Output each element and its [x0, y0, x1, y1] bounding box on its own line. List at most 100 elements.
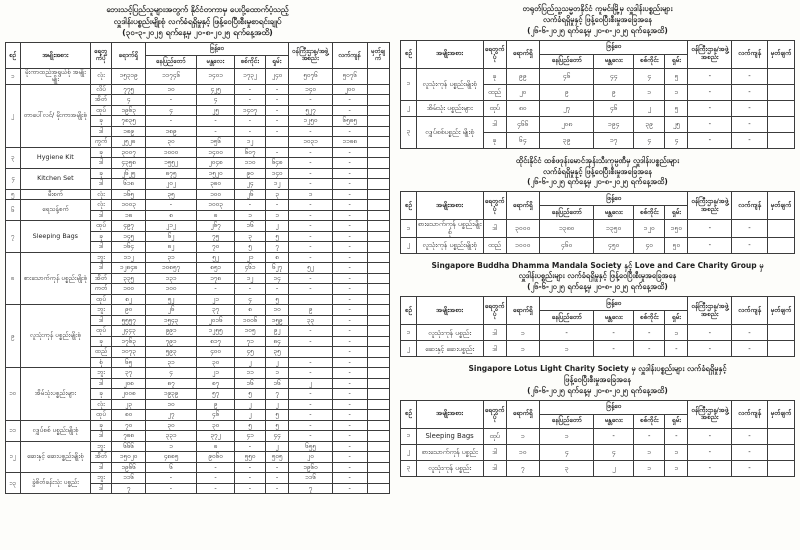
value-cell: ၁၉၆၀: [288, 461, 333, 473]
value-cell: ၇: [264, 241, 290, 253]
value-cell: ၁၀၀၀: [505, 236, 540, 254]
value-cell: -: [234, 199, 266, 211]
value-cell: ၁၄၀၀: [195, 146, 236, 158]
value-cell: ၂၀၂: [144, 178, 197, 190]
value-cell: ၁: [288, 188, 333, 200]
item-name: စားသောက်ကုန် ပစ္စည်းမျိုးစုံ: [19, 251, 91, 305]
value-cell: [366, 220, 391, 232]
item-name: ခွဲစိတ်ခန်းသုံး ပစ္စည်း: [19, 472, 91, 494]
value-cell: -: [331, 398, 368, 410]
col-header-remark: မှတ်ချက်: [766, 39, 796, 69]
value-cell: ၈၄: [264, 335, 290, 347]
col-header-unit: ရေတွက်ပုံ: [89, 41, 113, 69]
value-cell: -: [331, 314, 368, 326]
value-cell: -: [195, 461, 236, 473]
row-serial: ၃: [400, 115, 417, 149]
value-cell: ၁၆: [234, 377, 266, 389]
col-header-distribution: ဖြန့်ဝေ: [538, 191, 689, 207]
value-cell: -: [687, 427, 733, 445]
value-cell: [288, 346, 333, 358]
value-cell: -: [264, 83, 290, 95]
value-cell: -: [331, 220, 368, 232]
value-cell: [366, 419, 391, 431]
report-section-thailand: ထိုင်းနိုင်ငံ ထစ်ဖဒုန်းမောင်အုန်းသီးကုမ္…: [400, 156, 796, 254]
value-cell: ၄၀: [632, 236, 666, 254]
value-cell: ၁၃၅၀: [593, 219, 634, 238]
value-cell: ၄၉၇: [111, 220, 146, 232]
value-cell: -: [288, 388, 333, 400]
value-cell: ၉၉: [505, 67, 540, 85]
report-title-line: လှူဒါန်းပစ္စည်းမျိုးစုံ လက်ခံရရှိမှုနှင့…: [113, 16, 282, 26]
value-cell: ၁၅၀၂၀: [111, 451, 146, 463]
value-cell: ၇၀: [111, 419, 146, 431]
unit-cell: ထုပ်: [89, 293, 113, 305]
value-cell: -: [593, 427, 634, 445]
value-cell: -: [331, 167, 368, 179]
table-row: ၅မီးစက် လုံး ၁၆၅ ၃၅ ၁၀၀ ၂၆၃၁-: [5, 188, 391, 200]
report-title-line: ထိုင်းနိုင်ငံ ထစ်ဖဒုန်းမောင်အုန်းသီးကုမ္…: [515, 155, 680, 165]
value-cell: ၇၁: [234, 335, 266, 347]
value-cell: ၅၀: [664, 236, 689, 254]
row-serial: ၃: [400, 459, 417, 477]
value-cell: [366, 67, 391, 85]
value-cell: ၁: [632, 83, 666, 101]
value-cell: ၃၀: [144, 136, 197, 148]
value-cell: ၄၆၀: [538, 236, 595, 254]
col-header-serial: စဉ်: [400, 399, 417, 429]
value-cell: -: [632, 427, 666, 445]
value-cell: ၄၅၀: [593, 236, 634, 254]
lotus-light-report-title: Singapore Lotus Light Charity Society မှ…: [400, 364, 795, 397]
value-cell: [366, 104, 391, 116]
value-cell: [766, 99, 796, 117]
row-serial: ၂: [400, 236, 417, 254]
col-header-naypyitaw: နေပြည်တော်: [538, 205, 595, 221]
value-cell: ၁၀၀၆: [234, 314, 266, 326]
value-cell: ၂၁: [234, 251, 266, 263]
item-name: ဆေးနှင့် ဆေးပစ္စည်း: [415, 340, 484, 358]
table-row: ၃လျှပ်စစ်ပစ္စည်း မျိုးစုံ ဒါ ၄၆၆ ၂၀၈ ၁၉၄ ၃၉ ၂၅…: [400, 115, 796, 149]
col-header-serial: စဉ်: [400, 191, 417, 221]
value-cell: -: [687, 83, 733, 101]
value-cell: ၄၆၆: [505, 115, 540, 133]
value-cell: ၅၂: [195, 251, 236, 263]
report-title-line: လှူဒါန်းပစ္စည်းများ လက်ခံရရှိမှုနှင့် ဖြ…: [518, 271, 677, 281]
value-cell: ၁၆: [234, 220, 266, 232]
thailand-report-title: ထိုင်းနိုင်ငံ ထစ်ဖဒုန်းမောင်အုန်းသီးကုမ္…: [400, 156, 795, 189]
value-cell: ၃၇: [195, 304, 236, 316]
col-header-ministry: ဝန်ကြီးဌာန/အဖွဲ့အစည်း: [687, 39, 733, 69]
value-cell: [366, 325, 391, 337]
value-cell: -: [731, 236, 768, 254]
value-cell: -: [264, 482, 290, 494]
value-cell: -: [195, 283, 236, 295]
value-cell: ၅: [234, 241, 266, 253]
value-cell: ၇၈၈: [111, 430, 146, 442]
value-cell: -: [288, 430, 333, 442]
unit-cell: လုံး: [89, 188, 113, 200]
value-cell: ၇: [288, 482, 333, 494]
value-cell: ၁၂၀: [632, 219, 666, 238]
value-cell: -: [288, 356, 333, 368]
value-cell: [366, 167, 391, 179]
value-cell: -: [288, 209, 333, 221]
value-cell: -: [234, 461, 266, 473]
value-cell: ၁: [264, 367, 290, 379]
value-cell: ၈: [234, 304, 266, 316]
table-row: ထည် ၂၀၉၉၁၁- -: [401, 83, 796, 101]
value-cell: ၄၁: [234, 430, 266, 442]
value-cell: ၅၉၃: [144, 346, 197, 358]
unit-cell: လုံး: [89, 398, 113, 410]
col-header-shan: ရှမ်း: [664, 310, 689, 326]
value-cell: [288, 293, 333, 305]
value-cell: -: [687, 115, 733, 133]
value-cell: ၁: [505, 324, 540, 342]
col-header-remark: မှတ်ချက်: [766, 399, 796, 429]
item-name: မိုးကာထည်အရွယ်စုံ အမျိုးမျိုး: [19, 67, 91, 85]
report-title-line: ဖြန့်ဝေပြီးစီးမှုအခြေအနေ: [564, 375, 631, 385]
unit-cell: ထုပ်: [482, 427, 507, 445]
value-cell: -: [331, 104, 368, 116]
table-row: ၁၂ ဆေးနှင့် ဆေးပစ္စည်းမျိုးစုံ ဘူး ၆၆၆၁၈-၂၆…: [5, 440, 391, 473]
value-cell: ၆၂: [144, 230, 197, 242]
value-cell: ၅: [264, 419, 290, 431]
row-serial: ၁: [400, 427, 417, 445]
value-cell: ၂၄၄၃: [111, 325, 146, 337]
